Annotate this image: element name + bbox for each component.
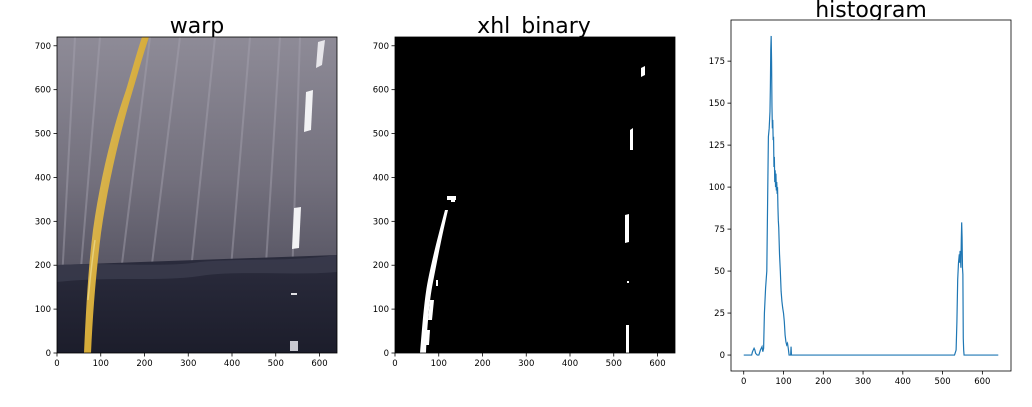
- histogram-panel: histogram 0 100 200 300 400 500 600 0 25 50 75 100 1…: [709, 0, 1012, 387]
- warp-y-tick-label: 200: [35, 261, 51, 271]
- binary-x-tick-label: 0: [392, 359, 397, 369]
- binary-x-tick-label: 600: [649, 359, 665, 369]
- warp-y-tick-label: 400: [35, 173, 51, 183]
- binary-x-tick-label: 400: [562, 359, 578, 369]
- warp-panel: warp: [35, 14, 338, 369]
- binary-title: xhl_binary: [477, 14, 591, 39]
- binary-ticks: 0 100 200 300 400 500 600 0 100 200 300 400 500 600 70…: [373, 42, 666, 369]
- binary-y-tick-label: 100: [373, 305, 389, 315]
- histogram-x-tick-label: 200: [815, 377, 831, 387]
- binary-y-tick-label: 300: [373, 217, 389, 227]
- histogram-y-tick-label: 25: [714, 309, 725, 319]
- warp-axes-frame: [56, 36, 338, 354]
- warp-image: [57, 37, 337, 353]
- histogram-y-tick-label: 150: [709, 99, 725, 109]
- warp-x-tick-label: 0: [54, 359, 59, 369]
- histogram-y-tick-label: 175: [709, 57, 725, 67]
- histogram-axes-frame: [730, 19, 1012, 372]
- warp-x-tick-label: 400: [224, 359, 240, 369]
- warp-title: warp: [170, 14, 224, 39]
- histogram-x-tick-label: 500: [934, 377, 950, 387]
- histogram-title: histogram: [815, 0, 927, 23]
- binary-y-tick-label: 0: [384, 349, 389, 359]
- histogram-x-tick-label: 300: [855, 377, 871, 387]
- binary-x-tick-label: 100: [431, 359, 447, 369]
- warp-y-tick-label: 600: [35, 86, 51, 96]
- binary-axes-frame: [394, 36, 676, 354]
- warp-ticks: 0 100 200 300 400 500 600 0 100 200 300 400 500 600 70…: [35, 42, 328, 369]
- warp-y-tick-label: 700: [35, 42, 51, 52]
- histogram-y-tick-label: 75: [714, 225, 725, 235]
- binary-x-tick-label: 200: [474, 359, 490, 369]
- warp-y-tick-label: 0: [46, 349, 51, 359]
- histogram-ticks: 0 100 200 300 400 500 600 0 25 50 75 100 125 150 175: [709, 57, 991, 387]
- binary-image: [395, 37, 675, 353]
- histogram-x-tick-label: 0: [741, 377, 746, 387]
- warp-x-tick-label: 200: [136, 359, 152, 369]
- binary-panel: xhl_binary 0 100 200 300 400 500 600 0 100 200 300…: [373, 14, 676, 369]
- histogram-x-tick-label: 600: [974, 377, 990, 387]
- binary-y-tick-label: 200: [373, 261, 389, 271]
- histogram-x-tick-label: 400: [895, 377, 911, 387]
- warp-y-tick-label: 300: [35, 217, 51, 227]
- warp-y-tick-label: 500: [35, 130, 51, 140]
- histogram-series-line: [743, 35, 999, 356]
- binary-x-tick-label: 500: [606, 359, 622, 369]
- histogram-y-tick-label: 50: [714, 267, 725, 277]
- warp-y-tick-label: 100: [35, 305, 51, 315]
- histogram-y-tick-label: 125: [709, 141, 725, 151]
- histogram-y-tick-label: 0: [720, 351, 725, 361]
- histogram-y-tick-label: 100: [709, 183, 725, 193]
- warp-x-tick-label: 100: [93, 359, 109, 369]
- warp-x-tick-label: 600: [311, 359, 327, 369]
- binary-y-tick-label: 700: [373, 42, 389, 52]
- warp-x-tick-label: 300: [180, 359, 196, 369]
- binary-x-tick-label: 300: [518, 359, 534, 369]
- warp-x-tick-label: 500: [268, 359, 284, 369]
- binary-y-tick-label: 500: [373, 130, 389, 140]
- binary-y-tick-label: 400: [373, 173, 389, 183]
- histogram-x-tick-label: 100: [775, 377, 791, 387]
- binary-y-tick-label: 600: [373, 86, 389, 96]
